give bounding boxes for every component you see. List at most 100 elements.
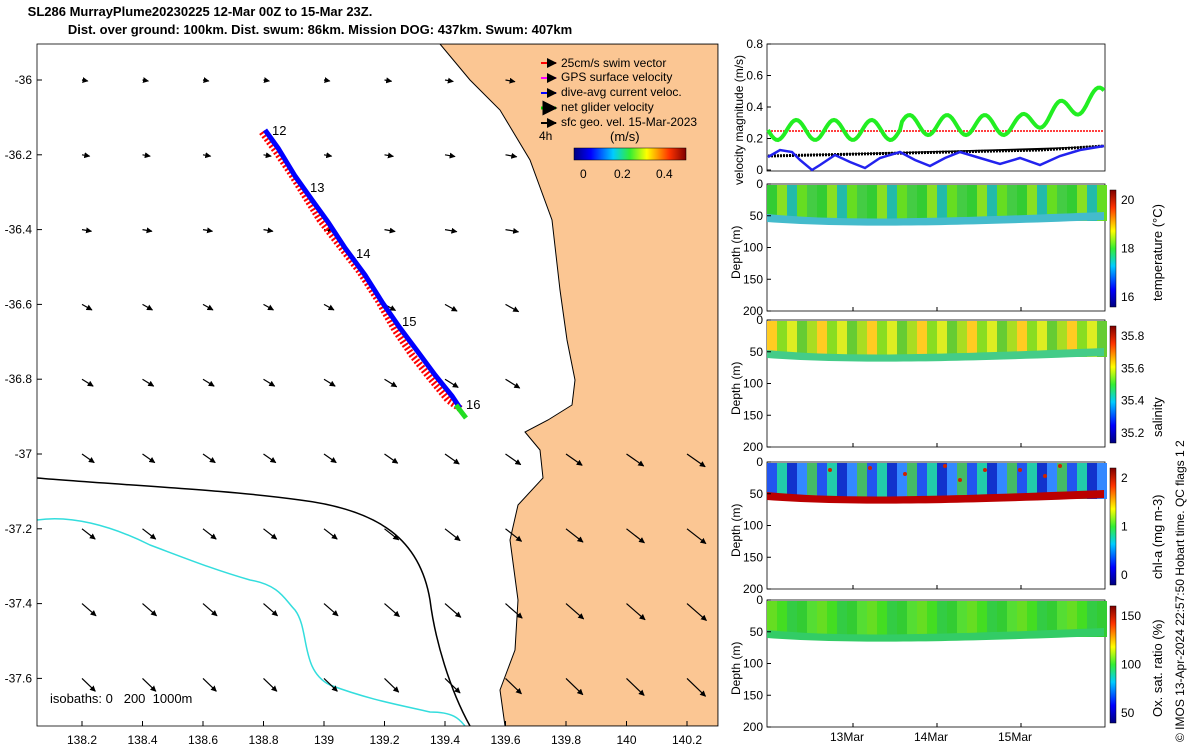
colorbar-tick: 50 [1121, 706, 1135, 720]
vector-arrow [565, 528, 584, 543]
section-cell [907, 463, 917, 499]
vector-arrow [202, 677, 217, 692]
section-cell [817, 601, 827, 637]
section-cell [1067, 185, 1077, 221]
vector-arrow [263, 303, 274, 311]
day-label: 16 [466, 397, 480, 412]
section-cell [957, 321, 967, 357]
vector-arrow [444, 77, 454, 84]
vector-arrow [505, 528, 523, 542]
section-cell [887, 185, 897, 221]
vector-arrow [384, 528, 400, 541]
vector-arrow [384, 378, 398, 388]
legend-label: 25cm/s swim vector [561, 56, 666, 70]
vector-arrow [323, 603, 339, 617]
vector-arrow [323, 378, 336, 387]
vector-arrow [626, 603, 646, 621]
vector-arrow [626, 528, 645, 544]
section-cell [1087, 601, 1097, 637]
section-cell [1037, 185, 1047, 221]
depth-tick: 200 [743, 440, 763, 454]
lon-tick-label: 139 [314, 733, 334, 747]
day-labels: 12 13 14 15 16 [272, 123, 480, 412]
chl-dot [828, 468, 832, 472]
section-cell [867, 321, 877, 357]
section-cell [857, 463, 867, 499]
colorbar-tick: 100 [1121, 658, 1141, 672]
section-cell [847, 601, 857, 637]
section-cell [767, 185, 777, 221]
vector-arrow [202, 303, 214, 311]
section-cell [977, 601, 987, 637]
section-cell [777, 185, 787, 221]
velocity-yticks: 0 0.2 0.4 0.6 0.8 [746, 37, 771, 177]
section-cell [827, 321, 837, 357]
vector-arrow [81, 603, 97, 617]
section-cell [1027, 601, 1037, 637]
longitude-ticks: 138.2 138.4 138.6 138.8 139 139.2 139.4 139.6 13… [67, 721, 702, 747]
velocity-ytick: 0.2 [746, 132, 763, 146]
vector-arrow [202, 453, 216, 464]
day-label: 15 [402, 314, 416, 329]
section-cell [957, 185, 967, 221]
lat-tick-label: -37 [15, 447, 33, 461]
section-cell [1047, 463, 1057, 499]
section-cell [1097, 601, 1107, 637]
velocity-ytick: 0.4 [746, 100, 763, 114]
section-panel: 0 50 100 150 200 Depth (m) 35.2 35.4 35.6 35.8 sal… [729, 313, 1165, 454]
section-cell [977, 321, 987, 357]
vector-arrow [263, 453, 277, 464]
vector-arrow [142, 378, 155, 387]
colorbar-tick: 0.2 [614, 167, 631, 181]
colorbar-tick: 20 [1121, 193, 1135, 207]
section-cell [1017, 185, 1027, 221]
vector-arrow [323, 77, 331, 84]
section-cell [857, 601, 867, 637]
vector-arrow [81, 378, 94, 387]
map-legend: 25cm/s swim vector GPS surface velocity … [539, 56, 697, 181]
section-lower-band [767, 212, 1104, 226]
vector-arrow [142, 77, 149, 84]
section-cell [927, 321, 937, 357]
vector-arrow [81, 528, 96, 540]
section-cell [1047, 185, 1057, 221]
section-cell [797, 321, 807, 357]
section-cell [1067, 601, 1077, 637]
section-cell [1017, 321, 1027, 357]
section-cell [887, 463, 897, 499]
vector-arrow [626, 677, 645, 696]
day-label: 12 [272, 123, 286, 138]
section-cell [1067, 321, 1077, 357]
chl-dot [958, 478, 962, 482]
lon-tick-label: 140 [616, 733, 636, 747]
depth-tick: 200 [743, 304, 763, 318]
section-cell [817, 321, 827, 357]
section-colorbar [1109, 605, 1117, 724]
lon-tick-label: 139.8 [551, 733, 581, 747]
vector-arrow [81, 152, 91, 159]
lat-tick-label: -36.8 [5, 372, 33, 386]
section-cell [1037, 463, 1047, 499]
vector-arrow [384, 677, 400, 693]
section-variable-label: Ox. sat. ratio (%) [1150, 619, 1165, 717]
chl-dot [943, 464, 947, 468]
vector-arrow [565, 603, 585, 620]
vector-arrow [142, 453, 156, 464]
section-cell [857, 321, 867, 357]
net-glider-speed-line [766, 85, 1106, 143]
current-speed-line [767, 144, 1105, 172]
vector-arrow [626, 453, 645, 467]
section-cell [777, 321, 787, 357]
vector-arrow [444, 528, 461, 542]
section-cell [807, 463, 817, 499]
section-cell [1057, 321, 1067, 357]
section-panel: 0 50 100 150 200 Depth (m) 0 1 2 chl-a (mg m-3) [729, 455, 1165, 596]
section-cell [807, 321, 817, 357]
vector-arrow [505, 453, 522, 466]
section-cell [1007, 601, 1017, 637]
velocity-ytick: 0 [756, 163, 763, 177]
vector-arrow [202, 378, 215, 387]
lat-tick-label: -37.2 [5, 522, 33, 536]
section-cell [1087, 321, 1097, 357]
section-cell [867, 601, 877, 637]
